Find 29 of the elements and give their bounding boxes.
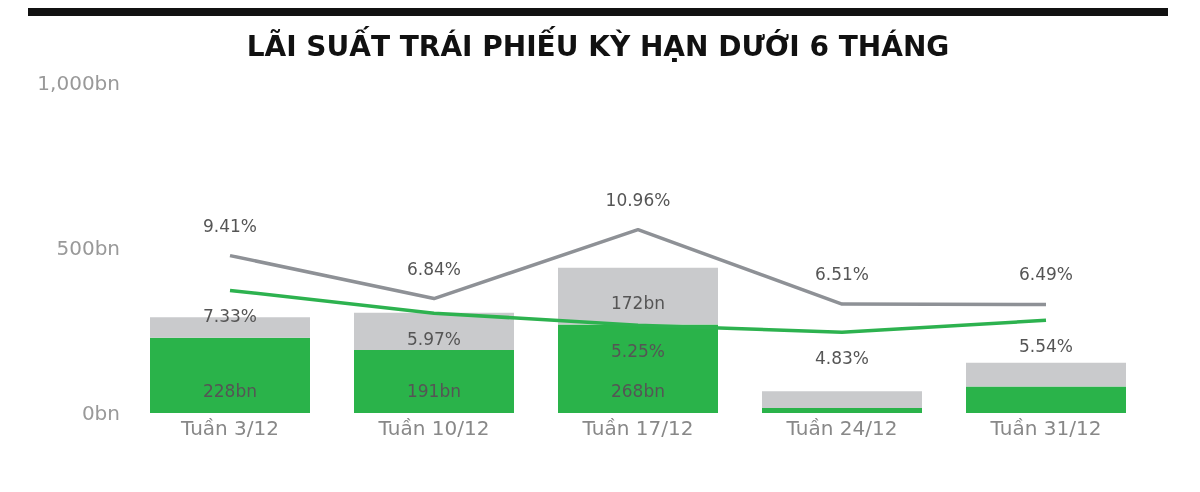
data-label: 191bn [406, 381, 462, 401]
bar [966, 362, 1126, 387]
bar [966, 386, 1126, 413]
bar [558, 267, 718, 325]
x-tick-label: Tuần 31/12 [989, 416, 1102, 441]
data-label: 4.83% [814, 348, 870, 369]
bar [762, 391, 922, 409]
x-tick-label: Tuần 10/12 [377, 416, 490, 441]
bar [150, 337, 310, 413]
data-label: 6.49% [1018, 264, 1074, 285]
x-tick-label: Tuần 3/12 [179, 416, 280, 441]
data-label: 5.97% [406, 329, 462, 350]
data-label: 6.51% [814, 264, 870, 285]
y-tick-label: 0bn [81, 401, 120, 426]
data-label: 5.25% [610, 341, 666, 362]
bar [762, 408, 922, 413]
data-label: 6.84% [406, 258, 462, 279]
x-tick-label: Tuần 17/12 [581, 416, 694, 441]
data-label: 9.41% [202, 215, 258, 236]
data-label: 268bn [610, 381, 666, 401]
data-label: 228bn [202, 381, 258, 401]
y-tick-label: 500bn [56, 236, 120, 261]
data-label: 5.54% [1018, 336, 1074, 357]
bar [354, 349, 514, 413]
data-label: 172bn [610, 292, 666, 313]
x-tick-label: Tuần 24/12 [785, 416, 898, 441]
y-tick-label: 1,000bn [37, 71, 120, 96]
data-label: 10.96% [605, 189, 671, 210]
data-label: 7.33% [202, 306, 258, 327]
